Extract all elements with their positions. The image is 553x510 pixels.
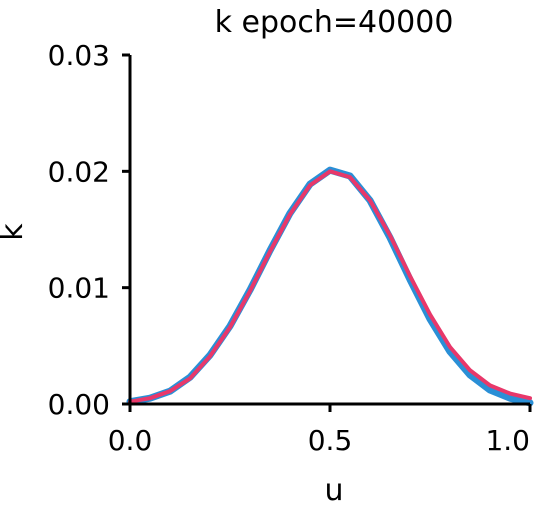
chart-title: k epoch=40000 xyxy=(215,5,454,40)
y-tick-label: 0.02 xyxy=(48,155,110,188)
x-tick-label: 1.0 xyxy=(485,424,530,457)
axis-ticks: 0.00 0.01 0.02 0.03 0.0 0.5 1.0 xyxy=(48,39,532,457)
series-line-1 xyxy=(128,169,532,404)
y-tick-label: 0.03 xyxy=(48,39,110,72)
x-tick-label: 0.0 xyxy=(108,424,153,457)
y-axis-label: k xyxy=(0,223,30,241)
x-tick-label: 0.5 xyxy=(308,424,353,457)
y-tick-label: 0.01 xyxy=(48,272,110,305)
x-axis-label: u xyxy=(324,473,343,508)
plot-area xyxy=(126,166,534,407)
y-tick-label: 0.00 xyxy=(48,388,110,421)
